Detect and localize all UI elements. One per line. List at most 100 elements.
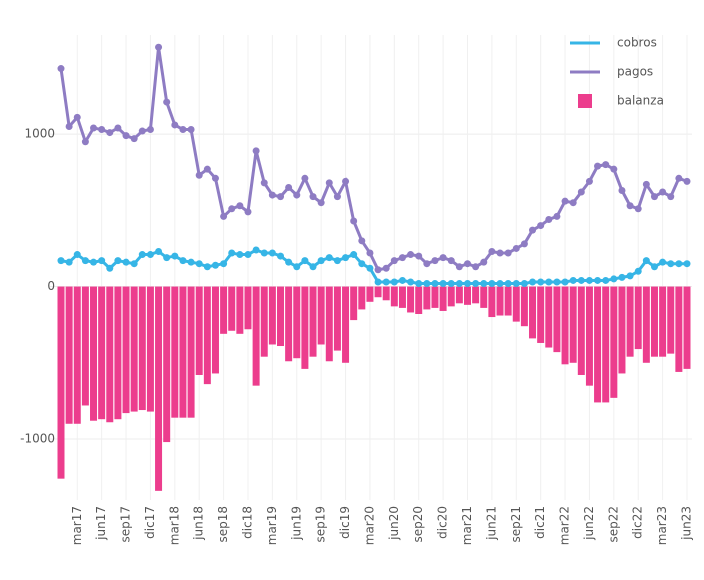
x-tick-label: sep20 xyxy=(411,506,425,543)
point xyxy=(130,260,138,268)
bar xyxy=(415,286,423,314)
point xyxy=(277,193,285,201)
bar xyxy=(642,286,650,363)
bar xyxy=(594,286,602,403)
point xyxy=(463,280,471,288)
point xyxy=(382,278,390,286)
x-tick-label: dic19 xyxy=(338,506,352,539)
point xyxy=(317,199,325,207)
point xyxy=(577,276,585,284)
point xyxy=(57,257,65,265)
point xyxy=(236,251,244,259)
bar xyxy=(138,286,146,411)
bar xyxy=(659,286,667,357)
point xyxy=(407,251,415,259)
bar xyxy=(545,286,553,348)
point xyxy=(277,252,285,260)
bar xyxy=(325,286,333,362)
point xyxy=(553,278,561,286)
point xyxy=(455,280,463,288)
bar xyxy=(309,286,317,357)
point xyxy=(203,263,211,271)
point xyxy=(390,278,398,286)
point xyxy=(106,129,114,137)
bar xyxy=(529,286,537,339)
point xyxy=(529,278,537,286)
point xyxy=(130,135,138,143)
bar xyxy=(561,286,569,365)
bar xyxy=(488,286,496,318)
point xyxy=(244,251,252,259)
point xyxy=(358,237,366,245)
point xyxy=(642,257,650,265)
point xyxy=(317,257,325,265)
point xyxy=(512,280,520,288)
legend-label: pagos xyxy=(617,65,653,79)
point xyxy=(504,249,512,257)
bar xyxy=(277,286,285,347)
bar xyxy=(236,286,244,334)
point xyxy=(537,222,545,230)
bar xyxy=(293,286,301,359)
point xyxy=(268,249,276,257)
point xyxy=(155,43,163,51)
point xyxy=(90,258,98,266)
point xyxy=(561,278,569,286)
point xyxy=(553,212,561,220)
point xyxy=(106,264,114,272)
x-tick-label: sep17 xyxy=(119,506,133,543)
point xyxy=(285,258,293,266)
bar xyxy=(455,286,463,304)
bar xyxy=(407,286,415,313)
bar xyxy=(602,286,610,403)
x-tick-label: jun20 xyxy=(387,506,401,541)
point xyxy=(98,126,106,134)
bar xyxy=(57,286,65,479)
legend-label: cobros xyxy=(617,36,657,50)
point xyxy=(325,254,333,262)
point xyxy=(203,165,211,173)
point xyxy=(146,126,154,134)
bar xyxy=(537,286,545,343)
bar xyxy=(634,286,642,350)
point xyxy=(187,258,195,266)
point xyxy=(423,260,431,268)
bar xyxy=(496,286,504,316)
x-tick-label: mar18 xyxy=(167,506,181,545)
point xyxy=(569,276,577,284)
x-tick-label: sep18 xyxy=(216,506,230,543)
point xyxy=(529,226,537,234)
bar xyxy=(366,286,374,302)
bar xyxy=(342,286,350,363)
point xyxy=(431,280,439,288)
bar xyxy=(244,286,252,330)
x-tick-label: dic20 xyxy=(436,506,450,539)
point xyxy=(472,280,480,288)
bar xyxy=(618,286,626,374)
point xyxy=(650,193,658,201)
bar xyxy=(650,286,658,357)
bar xyxy=(382,286,390,301)
point xyxy=(211,174,219,182)
bar xyxy=(130,286,138,412)
point xyxy=(634,205,642,213)
x-tick-label: dic21 xyxy=(533,506,547,539)
point xyxy=(90,124,98,132)
point xyxy=(545,215,553,223)
point xyxy=(301,257,309,265)
bar xyxy=(463,286,471,305)
point xyxy=(122,132,130,140)
point xyxy=(463,260,471,268)
point xyxy=(496,249,504,257)
x-tick-label: mar23 xyxy=(655,506,669,545)
x-tick-label: mar20 xyxy=(362,506,376,545)
bar xyxy=(423,286,431,310)
x-tick-label: mar17 xyxy=(70,506,84,545)
bar xyxy=(260,286,268,357)
bar xyxy=(171,286,179,418)
legend-swatch xyxy=(578,94,592,108)
point xyxy=(146,251,154,259)
point xyxy=(488,247,496,255)
x-tick-label: jun22 xyxy=(582,506,596,541)
point xyxy=(179,126,187,134)
